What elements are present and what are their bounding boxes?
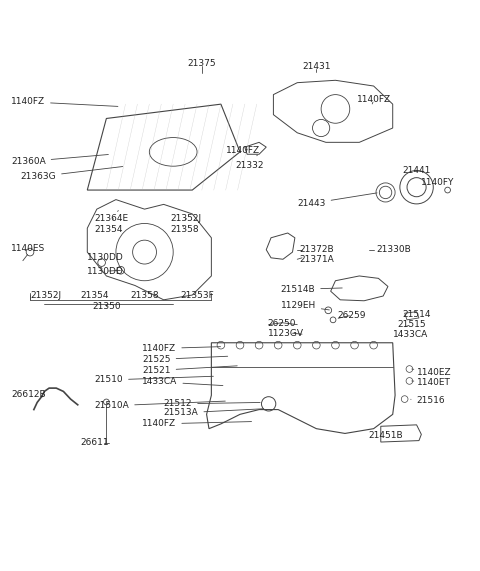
Text: 1140EZ: 1140EZ [412,368,451,377]
Text: 26259: 26259 [338,311,366,320]
Text: 21510: 21510 [95,376,214,384]
Text: 21443: 21443 [297,193,377,208]
Text: 1140ES: 1140ES [11,244,45,253]
Text: 1433CA: 1433CA [393,329,428,339]
Text: 21431: 21431 [302,62,331,71]
Text: 21363G: 21363G [21,167,123,181]
Text: 1140FZ: 1140FZ [11,97,118,106]
Text: 1140FZ: 1140FZ [226,146,260,155]
Text: 1129EH: 1129EH [281,301,329,310]
Text: 21521: 21521 [142,366,237,375]
Text: 1140FZ: 1140FZ [142,344,220,353]
Text: 26612B: 26612B [11,390,46,399]
Text: 21441: 21441 [402,167,431,175]
Text: 21451B: 21451B [369,431,404,440]
Text: 1433CA: 1433CA [142,377,223,387]
Text: 21514B: 21514B [281,285,342,294]
Text: 21352J: 21352J [30,292,61,300]
Text: 21516: 21516 [411,396,445,405]
Text: 21371A: 21371A [300,255,335,264]
Text: 21512: 21512 [164,399,260,408]
Text: 26611: 26611 [80,437,109,447]
Text: 21515: 21515 [397,320,426,329]
Text: 1140FZ: 1140FZ [142,419,252,428]
Text: 21510A: 21510A [95,401,225,410]
Text: 21360A: 21360A [11,155,108,166]
Text: 21354: 21354 [80,292,108,300]
Text: 21364E: 21364E [95,211,129,223]
Text: 26250: 26250 [268,319,296,328]
Text: 21330B: 21330B [376,245,411,254]
Text: 21375: 21375 [188,59,216,68]
Text: 21358: 21358 [130,292,159,300]
Text: 1130DD: 1130DD [87,267,124,276]
Text: 1130DD: 1130DD [87,254,124,262]
Text: 21513A: 21513A [164,408,264,417]
Text: 21525: 21525 [142,355,228,364]
Text: 21332: 21332 [235,155,264,170]
Text: 21372B: 21372B [300,245,334,254]
Text: 21350: 21350 [92,303,120,311]
Text: 1123GV: 1123GV [268,329,304,337]
Text: 1140FZ: 1140FZ [357,95,391,104]
Text: 21352J: 21352J [171,214,202,223]
Text: 1140ET: 1140ET [412,379,450,387]
Text: 21514: 21514 [402,309,431,319]
Text: 21353F: 21353F [180,292,214,300]
Text: 21354: 21354 [95,219,123,234]
Text: 1140FY: 1140FY [421,178,455,187]
Text: 21358: 21358 [171,224,199,234]
